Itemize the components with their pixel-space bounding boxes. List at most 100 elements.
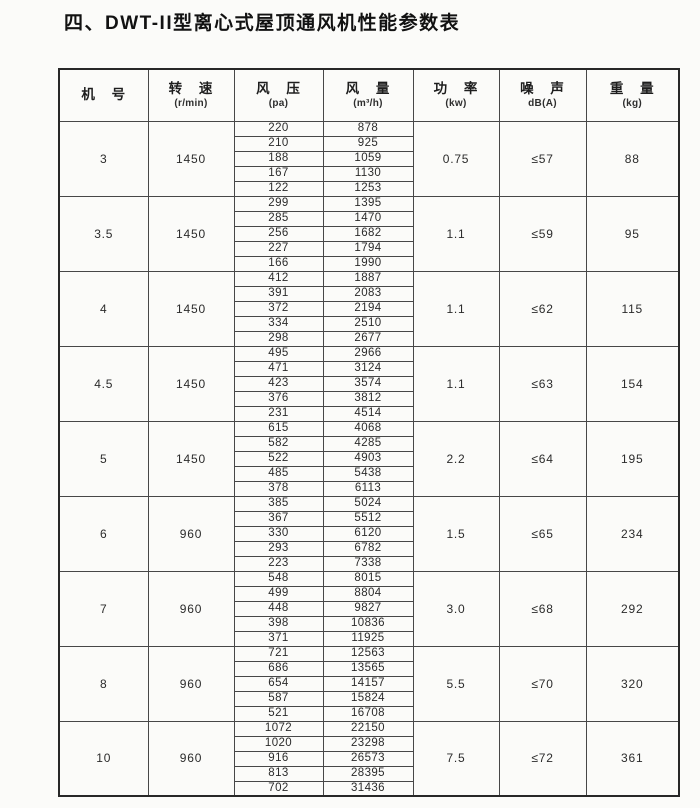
cell-noise: ≤62 (498, 270, 587, 347)
cell-pressure: 686 (233, 660, 324, 677)
column-header-machine-no: 机 号 (58, 68, 149, 122)
cell-power: 1.1 (412, 270, 500, 347)
cell-volume: 4285 (322, 435, 414, 452)
cell-volume: 1990 (322, 255, 414, 272)
column-unit: (kw) (445, 98, 467, 110)
cell-pressure: 654 (233, 675, 324, 692)
cell-volume: 2966 (322, 345, 414, 362)
cell-pressure: 293 (233, 540, 324, 557)
table-body: 3 1450 220 878 0.75 ≤57 88 210 925 188 1059 167 1130… (58, 120, 680, 797)
cell-volume: 4068 (322, 420, 414, 437)
cell-volume: 5438 (322, 465, 414, 482)
sub-row: 3 1450 220 878 0.75 ≤57 88 (58, 120, 680, 197)
column-label: 转 速 (168, 81, 214, 97)
cell-volume: 26573 (322, 750, 414, 767)
cell-pressure: 166 (233, 255, 324, 272)
cell-pressure: 548 (233, 570, 324, 587)
column-header-pressure: 风 压 (pa) (233, 68, 324, 122)
cell-volume: 5024 (322, 495, 414, 512)
column-header-power: 功 率 (kw) (412, 68, 500, 122)
cell-pressure: 582 (233, 435, 324, 452)
cell-power: 0.75 (412, 120, 500, 197)
cell-speed: 1450 (147, 345, 235, 422)
cell-pressure: 167 (233, 165, 324, 182)
cell-weight: 154 (585, 345, 680, 422)
cell-pressure: 448 (233, 600, 324, 617)
cell-volume: 8015 (322, 570, 414, 587)
column-label: 风 量 (345, 81, 391, 97)
cell-speed: 960 (147, 495, 235, 572)
cell-machine-no: 6 (58, 495, 149, 572)
page-title: 四、DWT-II型离心式屋顶通风机性能参数表 (64, 13, 461, 34)
cell-speed: 1450 (147, 120, 235, 197)
sub-row: 330 6120 (59, 525, 679, 542)
cell-volume: 3124 (322, 360, 414, 377)
cell-speed: 960 (147, 645, 235, 722)
cell-machine-no: 3.5 (58, 195, 149, 272)
sub-row: 654 14157 (59, 675, 679, 692)
sub-row: 398 10836 (59, 615, 679, 632)
cell-weight: 195 (585, 420, 680, 497)
cell-pressure: 256 (233, 225, 324, 242)
cell-machine-no: 8 (58, 645, 149, 722)
column-header-volume: 风 量 (m³/h) (322, 68, 414, 122)
cell-volume: 1887 (322, 270, 414, 287)
cell-volume: 1395 (322, 195, 414, 212)
cell-volume: 23298 (322, 735, 414, 752)
cell-volume: 6120 (322, 525, 414, 542)
cell-weight: 115 (585, 270, 680, 347)
cell-power: 2.2 (412, 420, 500, 497)
cell-noise: ≤72 (498, 720, 587, 797)
cell-pressure: 298 (233, 330, 324, 347)
cell-pressure: 485 (233, 465, 324, 482)
column-header-noise: 噪 声 dB(A) (498, 68, 587, 122)
cell-volume: 13565 (322, 660, 414, 677)
sub-row: 231 4514 (59, 405, 679, 422)
cell-volume: 22150 (322, 720, 414, 737)
cell-volume: 28395 (322, 765, 414, 782)
sub-row: 702 31436 (59, 780, 679, 797)
cell-speed: 1450 (147, 270, 235, 347)
cell-weight: 234 (585, 495, 680, 572)
sub-row: 167 1130 (59, 165, 679, 182)
cell-speed: 1450 (147, 420, 235, 497)
column-unit: (m³/h) (353, 98, 383, 110)
cell-pressure: 423 (233, 375, 324, 392)
cell-speed: 960 (147, 720, 235, 797)
sub-row: 376 3812 (59, 390, 679, 407)
column-header-weight: 重 量 (kg) (585, 68, 680, 122)
cell-volume: 12563 (322, 645, 414, 662)
cell-pressure: 499 (233, 585, 324, 602)
sub-row: 372 2194 (59, 300, 679, 317)
cell-power: 7.5 (412, 720, 500, 797)
cell-machine-no: 4 (58, 270, 149, 347)
cell-volume: 2510 (322, 315, 414, 332)
cell-volume: 2677 (322, 330, 414, 347)
cell-power: 1.1 (412, 345, 500, 422)
cell-volume: 6113 (322, 480, 414, 497)
table-header: 机 号 转 速 (r/min) 风 压 (pa) 风 量 (m³/h) 功 率 … (58, 68, 680, 122)
cell-pressure: 220 (233, 120, 324, 137)
cell-volume: 878 (322, 120, 414, 137)
cell-volume: 9827 (322, 600, 414, 617)
sub-row: 10 960 1072 22150 7.5 ≤72 361 (58, 720, 680, 797)
sub-row: 499 8804 (59, 585, 679, 602)
sub-row: 522 4903 (59, 450, 679, 467)
cell-noise: ≤70 (498, 645, 587, 722)
cell-noise: ≤63 (498, 345, 587, 422)
sub-row: 686 13565 (59, 660, 679, 677)
cell-pressure: 1020 (233, 735, 324, 752)
cell-pressure: 522 (233, 450, 324, 467)
column-unit: dB(A) (528, 98, 557, 110)
cell-volume: 1470 (322, 210, 414, 227)
column-label: 风 压 (256, 81, 301, 97)
column-unit: (r/min) (174, 98, 208, 110)
cell-pressure: 702 (233, 780, 324, 797)
cell-machine-no: 7 (58, 570, 149, 647)
cell-power: 1.5 (412, 495, 500, 572)
cell-pressure: 385 (233, 495, 324, 512)
sub-row: 6 960 385 5024 1.5 ≤65 234 (58, 495, 680, 572)
cell-volume: 15824 (322, 690, 414, 707)
sub-row: 471 3124 (59, 360, 679, 377)
sub-row: 4 1450 412 1887 1.1 ≤62 115 (58, 270, 680, 347)
